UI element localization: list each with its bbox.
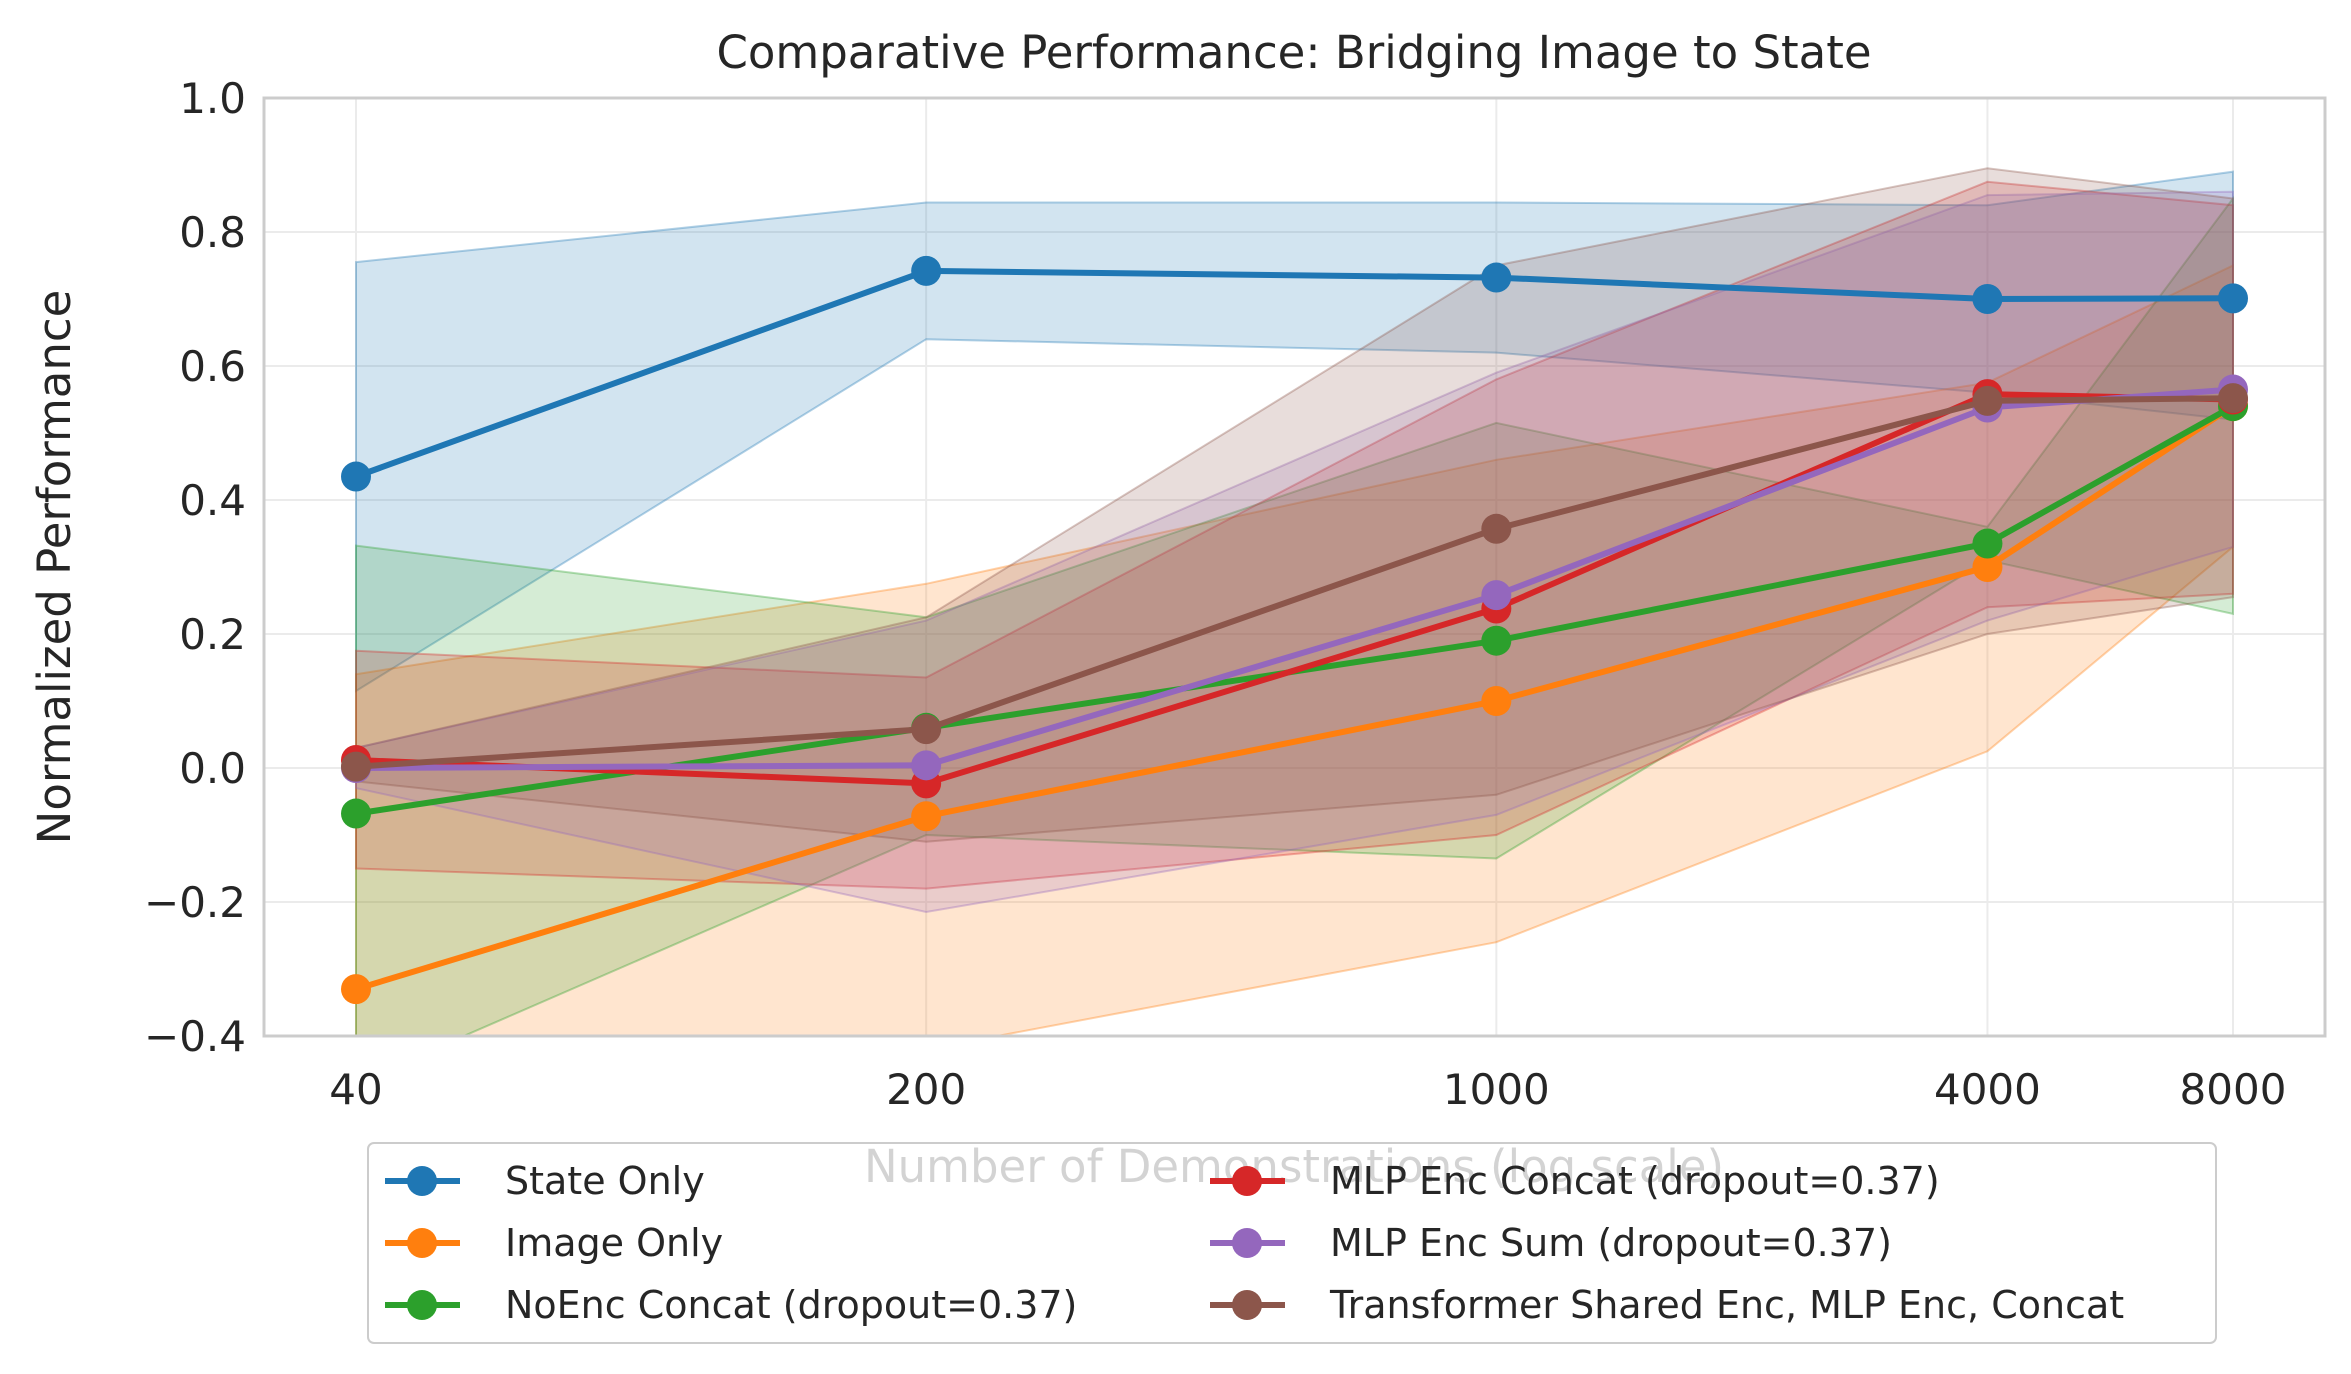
- x-tick-label: 200: [886, 1065, 966, 1114]
- x-tick-label: 1000: [1443, 1065, 1550, 1114]
- x-tick-label: 40: [329, 1065, 382, 1114]
- data-point: [1481, 686, 1511, 716]
- y-tick-label: 0.0: [179, 744, 246, 793]
- y-tick-label: 0.4: [179, 476, 246, 525]
- legend: State Only Image Only NoEnc Concat (dropou…: [368, 1143, 2216, 1343]
- data-point: [911, 714, 941, 744]
- data-point: [341, 752, 371, 782]
- data-point: [341, 799, 371, 829]
- y-tick-label: 0.8: [179, 208, 246, 257]
- data-point: [911, 801, 941, 831]
- legend-marker: [1232, 1166, 1262, 1196]
- x-tick-label: 8000: [2180, 1065, 2287, 1114]
- data-point: [2218, 283, 2248, 313]
- x-tick-label: 4000: [1934, 1065, 2041, 1114]
- legend-marker: [407, 1290, 437, 1320]
- data-point: [341, 974, 371, 1004]
- data-point: [341, 462, 371, 492]
- data-point: [2218, 383, 2248, 413]
- data-point: [1481, 514, 1511, 544]
- data-point: [1481, 626, 1511, 656]
- data-point: [911, 750, 941, 780]
- legend-label: Image Only: [505, 1221, 723, 1265]
- data-point: [911, 256, 941, 286]
- data-point: [1972, 529, 2002, 559]
- legend-marker: [407, 1228, 437, 1258]
- legend-marker: [1232, 1290, 1262, 1320]
- data-point: [1972, 386, 2002, 416]
- legend-label: State Only: [505, 1159, 705, 1203]
- legend-marker: [407, 1166, 437, 1196]
- data-point: [1972, 284, 2002, 314]
- y-tick-label: 0.2: [179, 610, 246, 659]
- data-point: [1481, 263, 1511, 293]
- y-axis-label: Normalized Performance: [28, 290, 81, 845]
- chart-title: Comparative Performance: Bridging Image …: [716, 26, 1871, 79]
- y-tick-label: −0.4: [144, 1012, 246, 1061]
- y-tick-label: 1.0: [179, 74, 246, 123]
- legend-label: MLP Enc Sum (dropout=0.37): [1330, 1221, 1892, 1265]
- data-point: [1481, 580, 1511, 610]
- y-tick-label: 0.6: [179, 342, 246, 391]
- legend-label: NoEnc Concat (dropout=0.37): [505, 1283, 1077, 1327]
- legend-label: Transformer Shared Enc, MLP Enc, Concat: [1329, 1283, 2124, 1327]
- legend-label: MLP Enc Concat (dropout=0.37): [1330, 1159, 1940, 1203]
- legend-marker: [1232, 1228, 1262, 1258]
- y-tick-label: −0.2: [144, 878, 246, 927]
